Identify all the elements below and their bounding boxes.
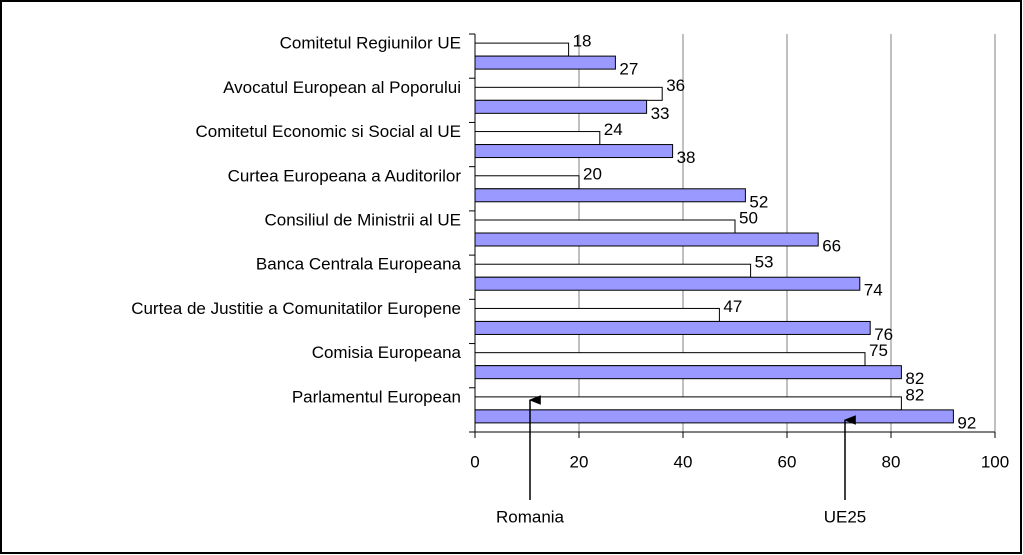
data-label: 82 bbox=[905, 369, 924, 388]
y-tick-label: Curtea de Justitie a Comunitatilor Europ… bbox=[131, 299, 461, 318]
bar bbox=[474, 188, 746, 203]
data-label: 36 bbox=[666, 76, 685, 95]
x-tick-label: 100 bbox=[981, 452, 1009, 471]
bar bbox=[474, 307, 720, 322]
bar bbox=[474, 144, 674, 159]
data-label: 82 bbox=[905, 385, 924, 404]
bar bbox=[474, 396, 902, 411]
x-tick-label: 60 bbox=[778, 452, 797, 471]
bar bbox=[474, 86, 663, 101]
bar bbox=[474, 263, 752, 278]
y-tick-label: Avocatul European al Poporului bbox=[223, 78, 461, 97]
data-label: 66 bbox=[822, 236, 841, 255]
y-tick-label: Comisia Europeana bbox=[312, 343, 462, 362]
data-label: 76 bbox=[874, 325, 893, 344]
y-tick-label: Consiliul de Ministrii al UE bbox=[264, 210, 461, 229]
bar bbox=[474, 352, 866, 367]
data-label: 47 bbox=[723, 297, 742, 316]
data-label: 92 bbox=[957, 413, 976, 432]
bar bbox=[474, 55, 616, 70]
data-label: 52 bbox=[749, 192, 768, 211]
data-label: 33 bbox=[651, 104, 670, 123]
y-tick-label: Parlamentul European bbox=[292, 387, 461, 406]
series-annotation: Romania bbox=[496, 507, 565, 526]
data-label: 75 bbox=[869, 341, 888, 360]
data-label: 38 bbox=[677, 148, 696, 167]
data-label: 74 bbox=[864, 281, 883, 300]
data-label: 53 bbox=[755, 253, 774, 272]
data-label: 24 bbox=[604, 120, 623, 139]
bar bbox=[474, 99, 648, 114]
bar bbox=[474, 276, 861, 291]
y-tick-label: Comitetul Regiunilor UE bbox=[280, 34, 461, 53]
y-tick-label: Curtea Europeana a Auditorilor bbox=[228, 166, 462, 185]
series-annotation: UE25 bbox=[824, 507, 867, 526]
bar bbox=[474, 219, 736, 234]
bar bbox=[474, 320, 871, 335]
data-label: 50 bbox=[739, 208, 758, 227]
data-label: 18 bbox=[573, 32, 592, 51]
x-tick-label: 80 bbox=[882, 452, 901, 471]
bar bbox=[474, 409, 954, 424]
bar bbox=[474, 175, 580, 190]
data-label: 27 bbox=[619, 60, 638, 79]
y-tick-label: Comitetul Economic si Social al UE bbox=[196, 122, 461, 141]
y-tick-label: Banca Centrala Europeana bbox=[256, 255, 462, 274]
x-tick-label: 0 bbox=[470, 452, 479, 471]
bar bbox=[474, 42, 570, 57]
bar bbox=[474, 365, 902, 380]
bar bbox=[474, 232, 819, 247]
bar bbox=[474, 131, 601, 146]
x-tick-label: 20 bbox=[570, 452, 589, 471]
x-tick-label: 40 bbox=[674, 452, 693, 471]
data-label: 20 bbox=[583, 164, 602, 183]
